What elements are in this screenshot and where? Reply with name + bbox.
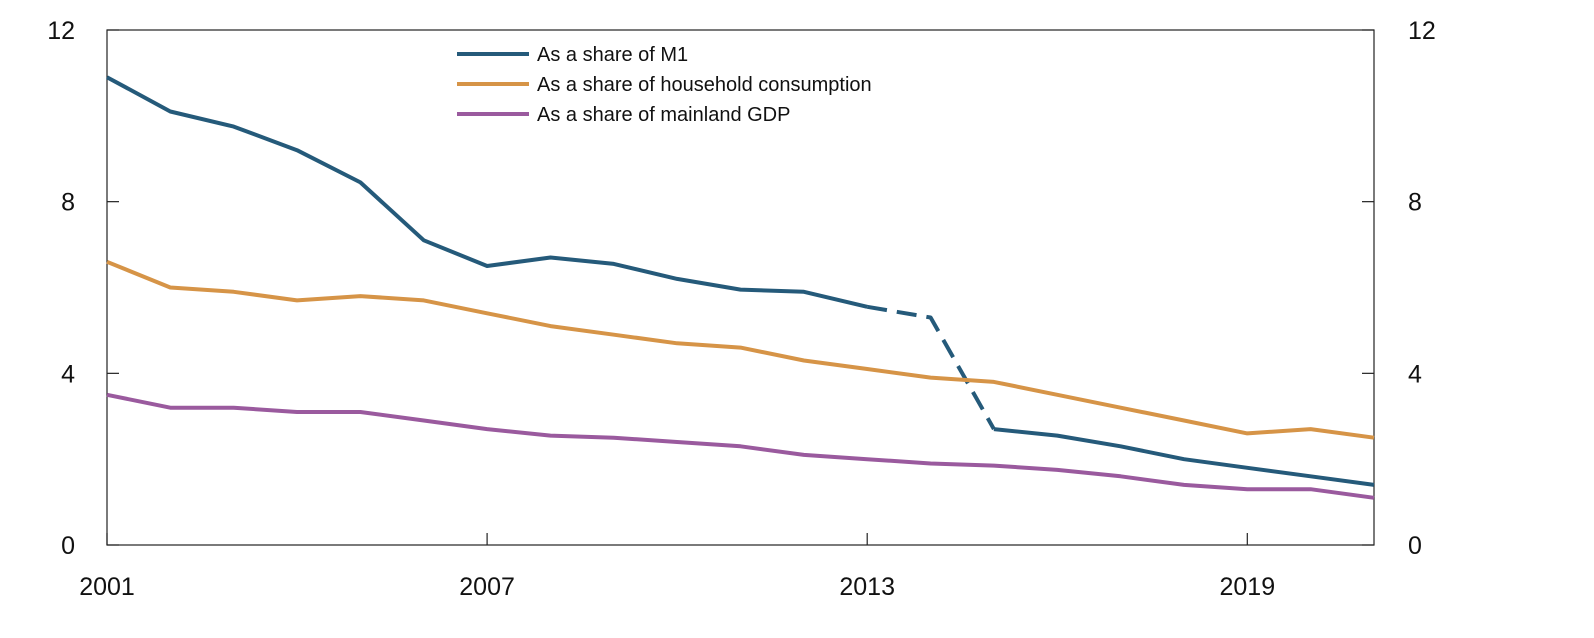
series-line-as-a-share-of-m1 (106, 75, 868, 309)
y-tick-label-left: 4 (61, 360, 75, 388)
y-tick-label-left: 12 (47, 17, 75, 45)
series-line-as-a-share-of-mainland-gdp (106, 392, 1375, 500)
legend-label: As a share of household consumption (537, 74, 872, 96)
legend: As a share of M1 As a share of household … (457, 44, 872, 126)
y-tick-label-left: 0 (61, 532, 75, 560)
x-tick-label: 2007 (459, 573, 515, 601)
y-tick-label-right: 4 (1408, 360, 1422, 388)
x-tick-label: 2019 (1219, 573, 1275, 601)
series-line-as-a-share-of-m1-dashed (866, 304, 996, 431)
legend-label: As a share of mainland GDP (537, 104, 790, 126)
x-tick-label: 2013 (839, 573, 895, 601)
series-lines (106, 75, 1375, 500)
y-tick-label-left: 8 (61, 189, 75, 217)
legend-label: As a share of M1 (537, 44, 688, 66)
y-tick-label-right: 12 (1408, 17, 1436, 45)
y-tick-label-right: 0 (1408, 532, 1422, 560)
y-axis-right: 0 4 8 12 (1362, 17, 1436, 560)
y-tick-label-right: 8 (1408, 189, 1422, 217)
x-axis: 2001 2007 2013 2019 (79, 533, 1275, 601)
plot-area-frame (106, 29, 1375, 546)
series-line-as-a-share-of-household-consumption (106, 259, 1375, 440)
y-axis-left: 0 4 8 12 (47, 17, 119, 560)
x-tick-label: 2001 (79, 573, 135, 601)
series-line-as-a-share-of-m1 (993, 427, 1375, 487)
